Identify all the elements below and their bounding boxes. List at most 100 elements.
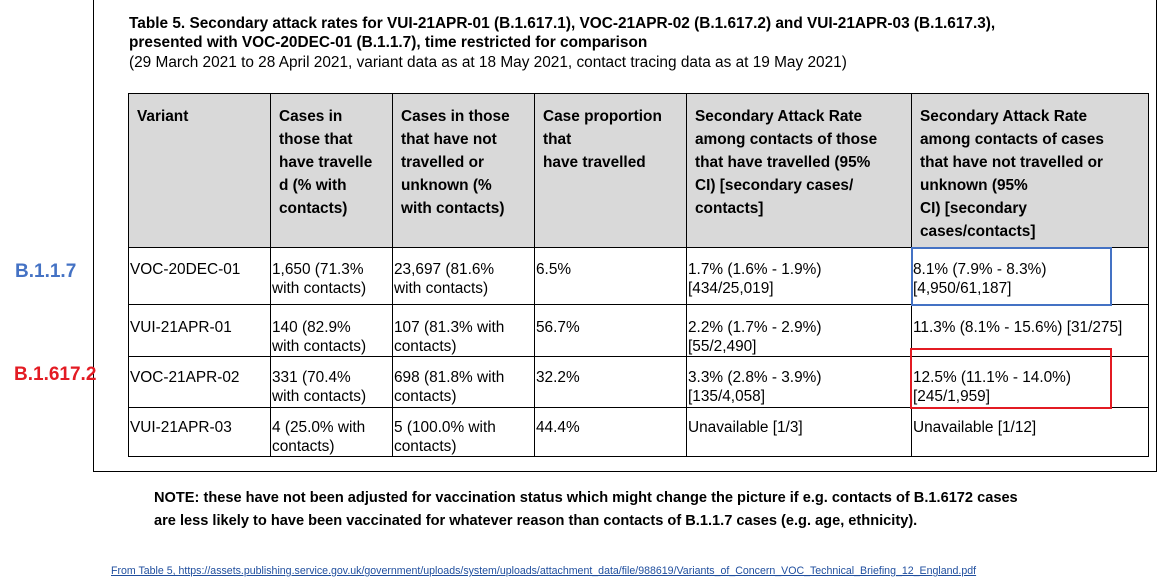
header-cases-travelled: Cases in those that have travelle d (% with… [270, 93, 393, 248]
cell-variant: VUI-21APR-03 [128, 407, 271, 457]
header-case-proportion: Case proportion that have travelled [534, 93, 687, 248]
cell-line: that have not [401, 131, 497, 148]
cell-line: Unavailable [1/12] [913, 419, 1037, 436]
cell-line: unknown (95% [920, 177, 1028, 194]
cell-line: VOC-20DEC-01 [130, 261, 241, 278]
cell-line: 1,650 (71.3% [272, 261, 364, 278]
cell-line: Cases in [279, 108, 343, 125]
cell-line: 3.3% (2.8% - 3.9%) [688, 369, 822, 386]
secondary-attack-rate-table: Variant Cases in those that have travelle d… [128, 93, 1149, 457]
cell-line: 6.5% [536, 261, 572, 278]
cell-line: 698 (81.8% with [394, 369, 505, 386]
cell-line: that [543, 131, 572, 148]
cell-sar-travelled: Unavailable [1/3] [686, 407, 912, 457]
cell-line: with contacts) [272, 280, 367, 297]
cell-line: 1.7% (1.6% - 1.9%) [688, 261, 822, 278]
cell-line: with contacts) [272, 388, 367, 405]
note-line-2: are less likely to have been vaccinated … [154, 513, 918, 529]
cell-line: VUI-21APR-01 [130, 319, 232, 336]
cell-line: contacts) [279, 200, 348, 217]
cell-line: unknown (% [401, 177, 492, 194]
cell-sar-not-travelled: 8.1% (7.9% - 8.3%) [4,950/61,187] [911, 247, 1149, 305]
cell-line: cases/contacts] [920, 223, 1036, 240]
cell-cases-not-travelled: 107 (81.3% with contacts) [392, 304, 535, 357]
cell-line: Variant [137, 108, 189, 125]
table-row: VUI-21APR-01 140 (82.9% with contacts) 10… [128, 304, 1149, 357]
cell-line: 140 (82.9% [272, 319, 351, 336]
table-row: VOC-20DEC-01 1,650 (71.3% with contacts) … [128, 247, 1149, 305]
header-variant: Variant [128, 93, 271, 248]
cell-line: 8.1% (7.9% - 8.3%) [913, 261, 1047, 278]
cell-sar-not-travelled: 11.3% (8.1% - 15.6%) [31/275] [911, 304, 1149, 357]
table-header-row: Variant Cases in those that have travelle d… [128, 93, 1149, 248]
cell-line: 11.3% (8.1% - 15.6%) [31/275] [913, 319, 1123, 336]
cell-line: VUI-21APR-03 [130, 419, 232, 436]
cell-line: travelled or [401, 154, 484, 171]
header-cases-not-travelled: Cases in those that have not travelled or u… [392, 93, 535, 248]
cell-line: [4,950/61,187] [913, 280, 1012, 297]
cell-cases-travelled: 1,650 (71.3% with contacts) [270, 247, 393, 305]
cell-line: have travelle [279, 154, 373, 171]
cell-line: [135/4,058] [688, 388, 766, 405]
cell-cases-not-travelled: 23,697 (81.6% with contacts) [392, 247, 535, 305]
cell-variant: VOC-21APR-02 [128, 356, 271, 408]
cell-line: Unavailable [1/3] [688, 419, 803, 436]
cell-line: among contacts of those [695, 131, 878, 148]
cell-line: 56.7% [536, 319, 580, 336]
cell-line: 2.2% (1.7% - 2.9%) [688, 319, 822, 336]
table-title: Table 5. Secondary attack rates for VUI-… [129, 14, 1159, 72]
cell-line: contacts) [394, 438, 457, 455]
cell-line: among contacts of cases [920, 131, 1104, 148]
header-sar-travelled: Secondary Attack Rate among contacts of t… [686, 93, 912, 248]
cell-case-proportion: 32.2% [534, 356, 687, 408]
cell-line: that have travelled (95% [695, 154, 871, 171]
cell-line: those that [279, 131, 353, 148]
cell-case-proportion: 44.4% [534, 407, 687, 457]
cell-line: d (% with [279, 177, 347, 194]
cell-line: contacts) [272, 438, 335, 455]
cell-line: Secondary Attack Rate [920, 108, 1088, 125]
table-row: VOC-21APR-02 331 (70.4% with contacts) 69… [128, 356, 1149, 408]
cell-variant: VUI-21APR-01 [128, 304, 271, 357]
cell-line: [434/25,019] [688, 280, 774, 297]
cell-sar-not-travelled: 12.5% (11.1% - 14.0%) [245/1,959] [911, 356, 1149, 408]
cell-line: Case proportion [543, 108, 662, 125]
cell-line: Cases in those [401, 108, 510, 125]
vaccination-note: NOTE: these have not been adjusted for v… [154, 487, 1144, 533]
cell-cases-travelled: 140 (82.9% with contacts) [270, 304, 393, 357]
cell-line: 5 (100.0% with [394, 419, 496, 436]
cell-line: with contacts) [394, 280, 489, 297]
cell-cases-not-travelled: 698 (81.8% with contacts) [392, 356, 535, 408]
cell-line: with contacts) [401, 200, 505, 217]
cell-line: with contacts) [272, 338, 367, 355]
cell-line: CI) [secondary cases/ [695, 177, 854, 194]
cell-sar-travelled: 3.3% (2.8% - 3.9%) [135/4,058] [686, 356, 912, 408]
table-row: VUI-21APR-03 4 (25.0% with contacts) 5 (1… [128, 407, 1149, 457]
cell-sar-not-travelled: Unavailable [1/12] [911, 407, 1149, 457]
source-link[interactable]: From Table 5, https://assets.publishing.… [111, 565, 977, 577]
cell-sar-travelled: 2.2% (1.7% - 2.9%) [55/2,490] [686, 304, 912, 357]
cell-line: have travelled [543, 154, 646, 171]
cell-line: 331 (70.4% [272, 369, 351, 386]
cell-line: contacts) [394, 338, 457, 355]
annotation-label-b16172: B.1.617.2 [14, 364, 97, 385]
cell-cases-travelled: 331 (70.4% with contacts) [270, 356, 393, 408]
cell-line: that have not travelled or [920, 154, 1104, 171]
document-frame [93, 0, 1157, 472]
cell-line: 32.2% [536, 369, 580, 386]
cell-line: CI) [secondary [920, 200, 1027, 217]
cell-variant: VOC-20DEC-01 [128, 247, 271, 305]
cell-cases-travelled: 4 (25.0% with contacts) [270, 407, 393, 457]
cell-line: 107 (81.3% with [394, 319, 505, 336]
title-line-2: presented with VOC-20DEC-01 (B.1.1.7), t… [129, 34, 648, 51]
cell-case-proportion: 6.5% [534, 247, 687, 305]
title-line-1: Table 5. Secondary attack rates for VUI-… [129, 15, 996, 32]
header-sar-not-travelled: Secondary Attack Rate among contacts of c… [911, 93, 1149, 248]
cell-line: VOC-21APR-02 [130, 369, 240, 386]
cell-line: [55/2,490] [688, 338, 757, 355]
cell-line: [245/1,959] [913, 388, 991, 405]
cell-line: 12.5% (11.1% - 14.0%) [913, 369, 1071, 386]
cell-line: 23,697 (81.6% [394, 261, 495, 278]
cell-line: contacts) [394, 388, 457, 405]
note-line-1: NOTE: these have not been adjusted for v… [154, 490, 1018, 506]
